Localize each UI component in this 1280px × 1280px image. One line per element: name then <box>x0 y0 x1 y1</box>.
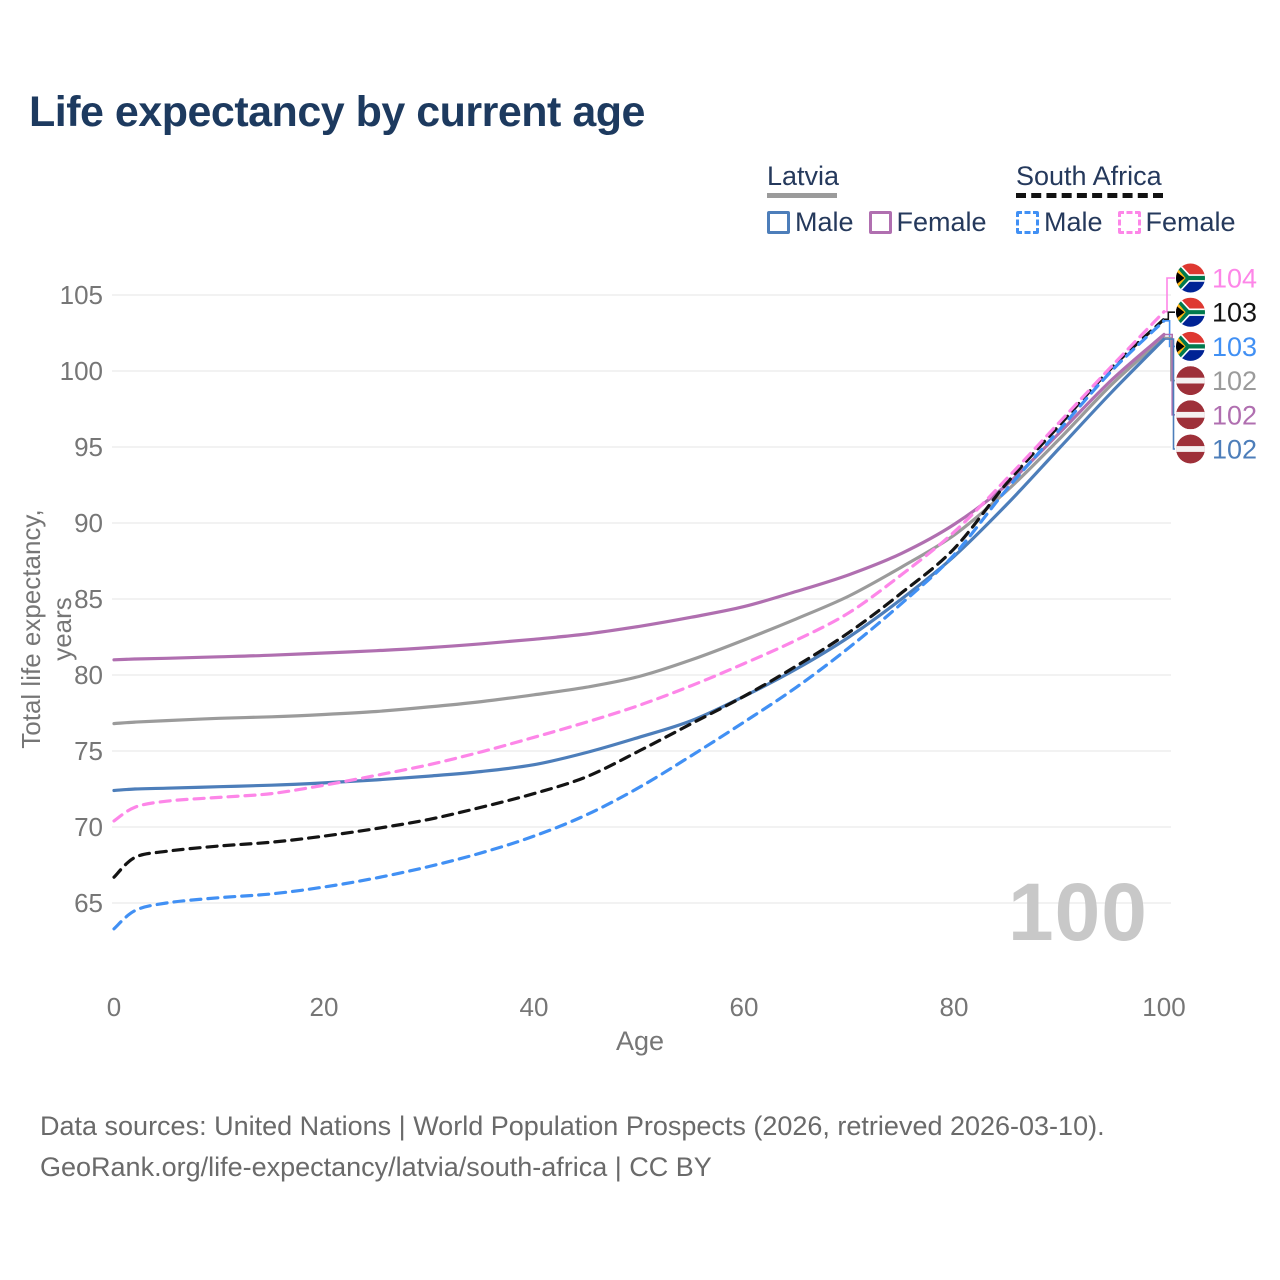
end-value-label: 103 <box>1212 298 1257 328</box>
end-value-label: 102 <box>1212 435 1257 465</box>
legend-item-south-africa-male[interactable]: Male <box>1016 207 1103 238</box>
south-africa-flag-icon <box>1176 297 1205 327</box>
y-axis-title: Total life expectancy, years <box>16 509 77 749</box>
label-leader-line <box>1164 338 1175 450</box>
x-tick-label: 40 <box>520 992 549 1022</box>
legend-label: Male <box>795 207 854 237</box>
series-line-latvia-male[interactable] <box>112 337 1166 793</box>
y-tick-label: 70 <box>74 812 103 842</box>
legend-country-latvia: Latvia <box>767 161 840 191</box>
latvia-solid-line-key <box>767 193 837 198</box>
end-value-label: 102 <box>1212 366 1257 396</box>
flag-art <box>1176 263 1205 293</box>
label-leader-line <box>1164 311 1175 321</box>
x-tick-label: 0 <box>107 992 121 1022</box>
y-tick-label: 65 <box>74 888 103 918</box>
legend-label: Male <box>1044 207 1103 237</box>
page-title: Life expectancy by current age <box>29 88 645 136</box>
flag-black-triangle <box>1176 339 1185 354</box>
south-africa-female-checkbox[interactable] <box>1117 211 1141 234</box>
flag-band <box>1176 377 1205 384</box>
flag-band <box>1176 446 1205 452</box>
south-africa-dashed-line-key <box>1016 193 1163 198</box>
flag-art <box>1176 297 1205 327</box>
x-tick-label: 80 <box>940 992 969 1022</box>
flag-art <box>1176 434 1205 464</box>
legend-country-south-africa: South Africa <box>1016 161 1162 191</box>
x-axis-title: Age <box>615 1026 665 1056</box>
flag-art <box>1176 400 1205 430</box>
footer: Data sources: United Nations | World Pop… <box>40 1106 1105 1188</box>
y-tick-label: 75 <box>74 736 103 766</box>
series-line-south_africa-female[interactable] <box>112 310 1166 823</box>
flag-black-triangle <box>1176 305 1185 320</box>
latvia-flag-icon <box>1176 366 1205 396</box>
legend-label: Female <box>896 207 987 237</box>
y-tick-label: 105 <box>60 280 103 310</box>
flag-black-triangle <box>1176 271 1185 285</box>
label-leader-line <box>1164 277 1175 313</box>
legend-item-latvia-female[interactable]: Female <box>868 207 987 238</box>
y-tick-label: 100 <box>60 356 103 386</box>
legend-group-latvia: Latvia Male Female <box>767 162 987 238</box>
end-value-label: 103 <box>1212 332 1257 362</box>
flag-art <box>1176 366 1205 396</box>
latvia-flag-icon <box>1176 434 1205 464</box>
series-line-latvia-female[interactable] <box>112 332 1166 662</box>
legend-label: Female <box>1145 207 1236 237</box>
data-sources-line: Data sources: United Nations | World Pop… <box>40 1111 1105 1141</box>
series-line-latvia-total[interactable] <box>112 336 1166 726</box>
series-line-south_africa-male[interactable] <box>112 319 1166 931</box>
end-value-label: 102 <box>1212 400 1257 430</box>
flag-art <box>1176 331 1205 361</box>
x-tick-label: 20 <box>310 992 339 1022</box>
x-tick-label: 100 <box>1142 992 1185 1022</box>
latvia-male-checkbox[interactable] <box>767 211 790 234</box>
y-tick-label: 90 <box>74 508 103 538</box>
legend-item-south-africa-female[interactable]: Female <box>1117 207 1236 238</box>
south-africa-male-checkbox[interactable] <box>1016 211 1039 234</box>
legend-group-south-africa: South Africa Male Female <box>1016 162 1236 238</box>
latvia-flag-icon <box>1176 400 1205 430</box>
latvia-female-checkbox[interactable] <box>868 211 892 234</box>
south-africa-flag-icon <box>1176 331 1205 361</box>
y-tick-label: 80 <box>74 660 103 690</box>
y-tick-label: 95 <box>74 432 103 462</box>
end-value-label: 104 <box>1212 264 1257 294</box>
series-line-south_africa-total[interactable] <box>112 317 1166 879</box>
x-tick-label: 60 <box>730 992 759 1022</box>
flag-band <box>1176 411 1205 418</box>
y-tick-label: 85 <box>74 584 103 614</box>
legend-item-latvia-male[interactable]: Male <box>767 207 854 238</box>
south-africa-flag-icon <box>1176 263 1205 293</box>
age-counter-watermark: 100 <box>1008 867 1148 958</box>
attribution-line: GeoRank.org/life-expectancy/latvia/south… <box>40 1152 712 1182</box>
